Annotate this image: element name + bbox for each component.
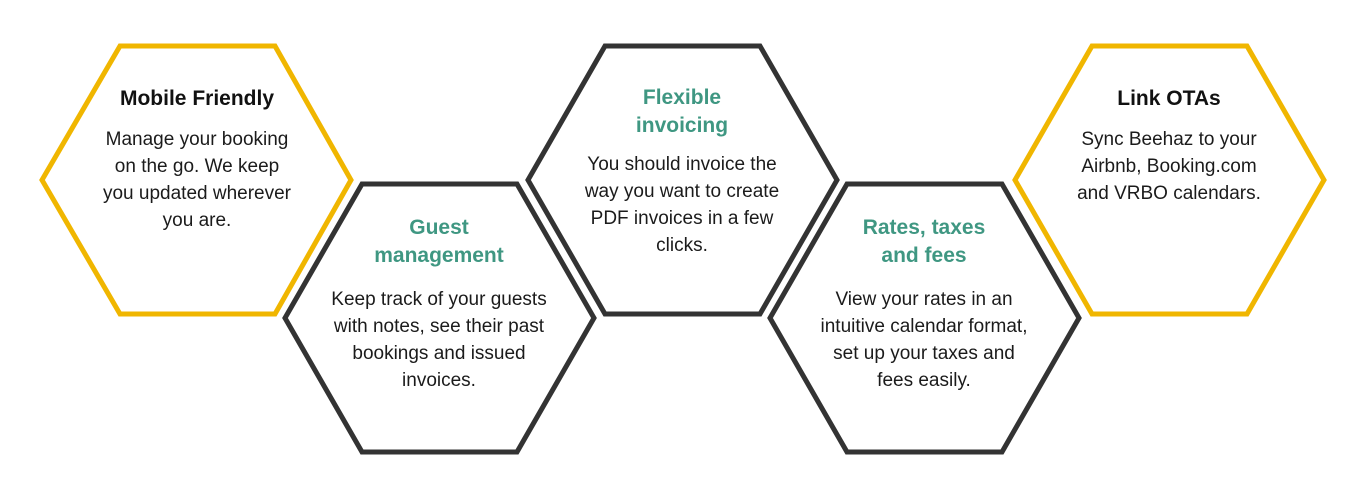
feature-description: You should invoice the way you want to c…: [584, 154, 780, 256]
feature-flexible-invoicing: Flexible invoicing You should invoice th…: [571, 84, 793, 259]
feature-guest-management: Guest management Keep track of your gues…: [328, 214, 550, 394]
feature-title: Rates, taxes and fees: [862, 216, 986, 267]
feature-title: Guest management: [374, 216, 504, 267]
feature-description: Keep track of your guests with notes, se…: [331, 289, 547, 391]
feature-link-otas: Link OTAs Sync Beehaz to your Airbnb, Bo…: [1058, 85, 1280, 207]
feature-rates-taxes-fees: Rates, taxes and fees View your rates in…: [813, 214, 1035, 394]
hexagon-guest-management: [282, 181, 597, 455]
feature-title: Flexible invoicing: [635, 86, 729, 137]
feature-title: Mobile Friendly: [119, 87, 274, 110]
feature-mobile-friendly: Mobile Friendly Manage your booking on t…: [86, 85, 308, 234]
feature-description: View your rates in an intuitive calendar…: [820, 289, 1028, 391]
feature-description: Sync Beehaz to your Airbnb, Booking.com …: [1077, 129, 1261, 204]
hexagon-rates-taxes-fees: [767, 181, 1082, 455]
hexagon-link-otas: [1012, 43, 1327, 317]
feature-description: Manage your booking on the go. We keep y…: [102, 129, 291, 231]
feature-title: Link OTAs: [1117, 87, 1221, 110]
hexagon-flexible-invoicing: [525, 43, 840, 317]
hexagon-mobile-friendly: [39, 43, 354, 317]
